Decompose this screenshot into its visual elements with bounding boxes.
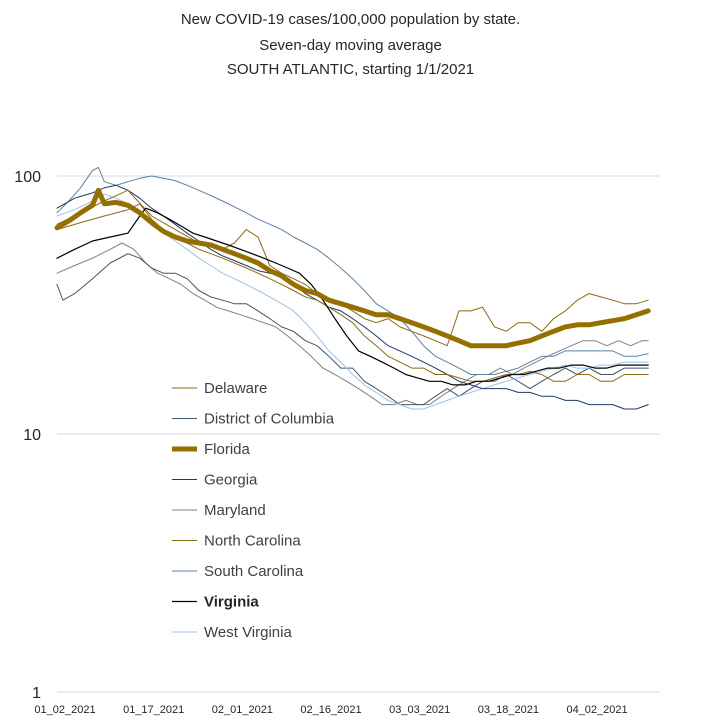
x-tick-label: 01_02_2021 [34,704,95,716]
series-lines [54,166,651,410]
x-axis-ticks: 01_02_2021 01_17_2021 02_01_2021 02_16_2021… [34,704,627,716]
legend-label: Florida [204,441,251,458]
legend-label: Virginia [204,594,259,611]
x-tick-label: 04_02_2021 [566,704,627,716]
y-axis-ticks: 100 10 1 [14,169,41,702]
series-line-west-virginia [56,193,649,410]
y-tick-label: 1 [32,685,41,702]
x-tick-label: 02_16_2021 [300,704,361,716]
x-tick-label: 01_17_2021 [123,704,184,716]
legend-label: District of Columbia [204,411,335,428]
legend-label: Maryland [204,502,266,519]
chart-subtitle-region: SOUTH ATLANTIC, starting 1/1/2021 [226,61,475,78]
series-line-north-carolina [56,203,649,382]
legend-label: Georgia [204,472,258,489]
grid-lines [57,175,660,693]
chart-subtitle: Seven-day moving average [259,37,442,54]
x-tick-label: 02_01_2021 [212,704,273,716]
legend-label: West Virginia [204,624,292,641]
series-line-district-of-columbia [56,253,649,406]
x-tick-label: 03_03_2021 [389,704,450,716]
series-line-south-carolina [56,166,649,375]
series-line-maryland [56,242,649,406]
series-line-virginia [56,207,649,386]
series-line-florida [54,187,651,349]
legend: Delaware District of Columbia Florida Georg… [172,380,335,641]
legend-label: North Carolina [204,533,301,550]
y-tick-label: 100 [14,169,41,186]
legend-label: Delaware [204,380,267,397]
chart-title: New COVID-19 cases/100,000 population by… [180,11,521,28]
x-tick-label: 03_18_2021 [478,704,539,716]
legend-label: South Carolina [204,563,304,580]
y-tick-label: 10 [23,427,41,444]
